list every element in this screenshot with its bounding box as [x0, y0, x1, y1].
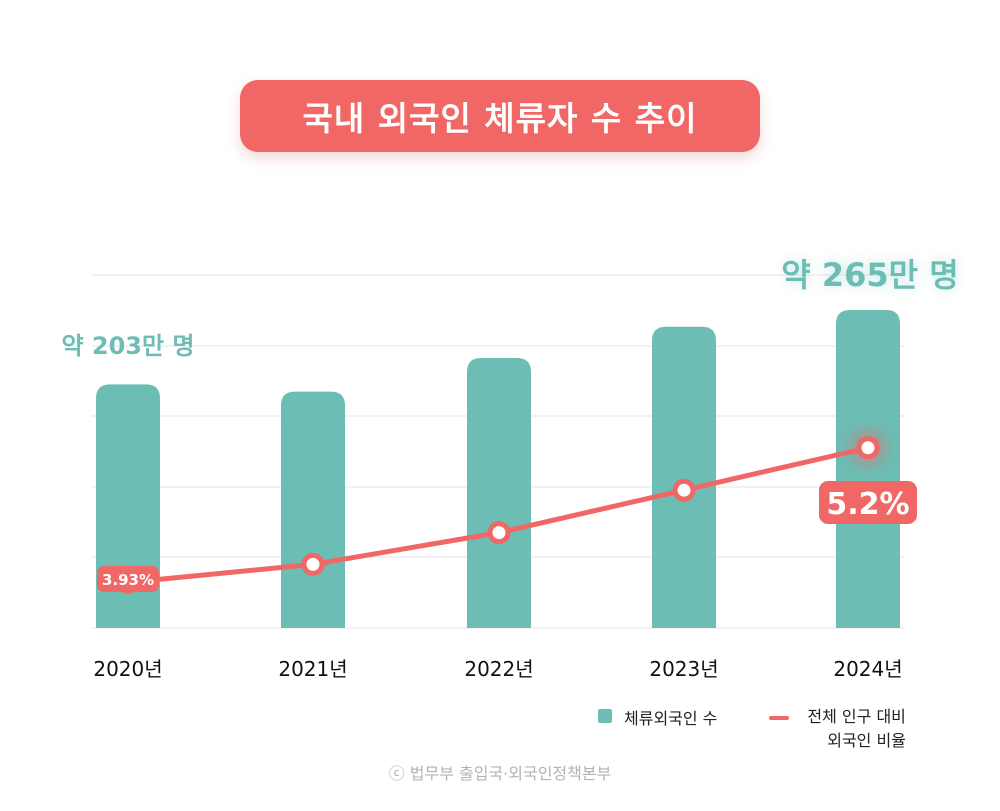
first-rate-badge	[97, 566, 159, 592]
last-rate-label: 5.2%	[826, 487, 909, 522]
x-tick-label: 2020년	[93, 657, 162, 681]
legend-item-line: 전체 인구 대비 외국인 비율	[769, 705, 906, 753]
bar	[652, 326, 716, 628]
legend-bar-swatch	[598, 709, 612, 723]
bar	[281, 391, 345, 628]
legend-line-label-2: 외국인 비율	[827, 731, 906, 750]
x-tick-label: 2023년	[649, 657, 718, 681]
source-credit: ⓒ 법무부 출입국·외국인정책본부	[388, 764, 612, 783]
first-bar-value-label: 약 203만 명	[61, 332, 194, 360]
ratio-point	[856, 436, 880, 460]
last-bar-value-glow: 약 265만 명	[781, 256, 958, 294]
bar	[467, 358, 531, 628]
legend-line-label-1: 전체 인구 대비	[807, 707, 906, 726]
legend-bar-label: 체류외국인 수	[624, 709, 718, 728]
legend-line-swatch	[769, 716, 790, 720]
ratio-point	[301, 552, 325, 576]
last-bar-value-label: 약 265만 명	[781, 256, 958, 294]
x-tick-label: 2021년	[278, 657, 347, 681]
legend-item-bars: 체류외국인 수	[598, 705, 717, 729]
first-rate-label: 3.93%	[102, 571, 154, 589]
chart-title: 국내 외국인 체류자 수 추이	[240, 80, 760, 152]
ratio-point	[487, 521, 511, 545]
bar	[836, 310, 900, 628]
last-rate-badge	[819, 481, 917, 524]
x-tick-label: 2024년	[833, 657, 902, 681]
legend: 체류외국인 수 전체 인구 대비 외국인 비율	[598, 705, 906, 753]
x-tick-label: 2022년	[464, 657, 533, 681]
ratio-point	[672, 478, 696, 502]
labels: 2020년 2021년 2022년 2023년 2024년 약 203만 명 약 265만 …	[61, 256, 958, 681]
